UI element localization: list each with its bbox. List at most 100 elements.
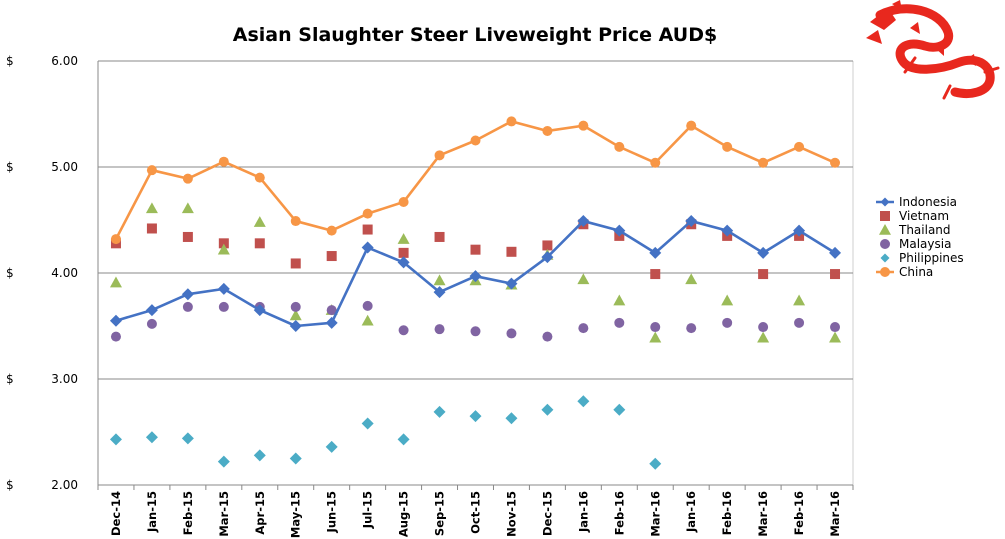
point-indonesia [793,224,806,237]
point-china [794,141,805,152]
legend-marker-indonesia [880,197,890,207]
point-china [542,125,553,136]
series-malaysia [110,300,841,342]
point-philippines [541,403,554,416]
point-indonesia [829,246,842,259]
point-thailand [829,331,842,343]
x-tick-label: Feb-15 [181,491,195,535]
legend-label-china: China [899,265,933,279]
legend-item-china: China [876,265,933,279]
point-philippines [361,417,374,430]
point-malaysia [218,301,229,312]
point-vietnam [146,223,157,234]
point-malaysia [722,317,733,328]
currency-label: $ [6,160,14,174]
x-tick-label: Jul-15 [361,491,375,529]
point-philippines [253,449,266,462]
point-malaysia [146,318,157,329]
point-thailand [109,276,122,288]
point-china [290,216,301,227]
point-indonesia [361,241,374,254]
point-philippines [505,412,518,425]
series-philippines [109,395,662,470]
point-thailand [721,294,734,306]
point-indonesia [433,286,446,299]
point-malaysia [290,301,301,312]
x-tick-label: Dec-15 [540,491,554,536]
point-china [434,150,445,161]
point-thailand [217,243,230,255]
x-tick-label: Apr-15 [253,491,267,535]
point-malaysia [398,325,409,336]
point-malaysia [542,331,553,342]
point-malaysia [650,322,661,333]
point-philippines [325,440,338,453]
point-china [470,135,481,146]
point-philippines [145,431,158,444]
x-tick-label: Aug-15 [397,491,411,537]
point-thailand [613,294,626,306]
chart-title: Asian Slaughter Steer Liveweight Price A… [233,24,717,46]
x-tick-label: Dec-14 [109,491,123,536]
point-indonesia [145,304,158,317]
dragon-head [870,8,896,30]
point-malaysia [110,331,121,342]
point-china [830,157,841,168]
legend-label-indonesia: Indonesia [899,195,957,209]
point-china [578,120,589,131]
point-vietnam [830,269,841,280]
point-indonesia [721,224,734,237]
y-tick-label: 5.00 [51,160,78,174]
point-philippines [469,410,482,423]
currency-label: $ [6,266,14,280]
point-thailand [433,274,446,286]
point-vietnam [362,224,373,235]
point-malaysia [182,301,193,312]
x-tick-label: Mar-16 [648,491,662,537]
legend-label-philippines: Philippines [899,251,964,265]
point-china [722,141,733,152]
x-tick-label: Mar-16 [756,491,770,537]
y-tick-label: 4.00 [51,266,78,280]
point-vietnam [182,231,193,242]
legend-label-malaysia: Malaysia [899,237,951,251]
point-thailand [145,202,158,214]
point-china [650,157,661,168]
point-indonesia [649,246,662,259]
point-china [254,172,265,183]
x-tick-label: Jan-15 [145,491,159,533]
point-indonesia [181,288,194,301]
point-thailand [649,331,662,343]
point-vietnam [506,246,517,257]
point-china [110,234,121,245]
point-china [614,141,625,152]
point-indonesia [505,277,518,290]
point-malaysia [506,328,517,339]
point-indonesia [469,270,482,283]
x-tick-label: Oct-15 [469,491,483,534]
point-philippines [289,452,302,465]
point-vietnam [218,238,229,249]
point-vietnam [434,231,445,242]
dragon-jaw [866,30,882,44]
point-indonesia [109,314,122,327]
point-thailand [757,331,770,343]
point-thailand [181,202,194,214]
point-indonesia [217,282,230,295]
x-tick-label: Jan-16 [576,491,590,533]
point-vietnam [542,240,553,251]
x-tick-label: Mar-16 [828,491,842,537]
currency-label: $ [6,372,14,386]
point-philippines [397,433,410,446]
legend-marker-china [880,267,890,277]
point-thailand [685,273,698,285]
point-vietnam [290,258,301,269]
dragon-body [875,4,995,98]
point-malaysia [578,323,589,334]
point-china [182,173,193,184]
point-philippines [109,433,122,446]
point-china [758,157,769,168]
point-china [506,116,517,127]
point-vietnam [470,244,481,255]
y-tick-label: 2.00 [51,478,78,492]
